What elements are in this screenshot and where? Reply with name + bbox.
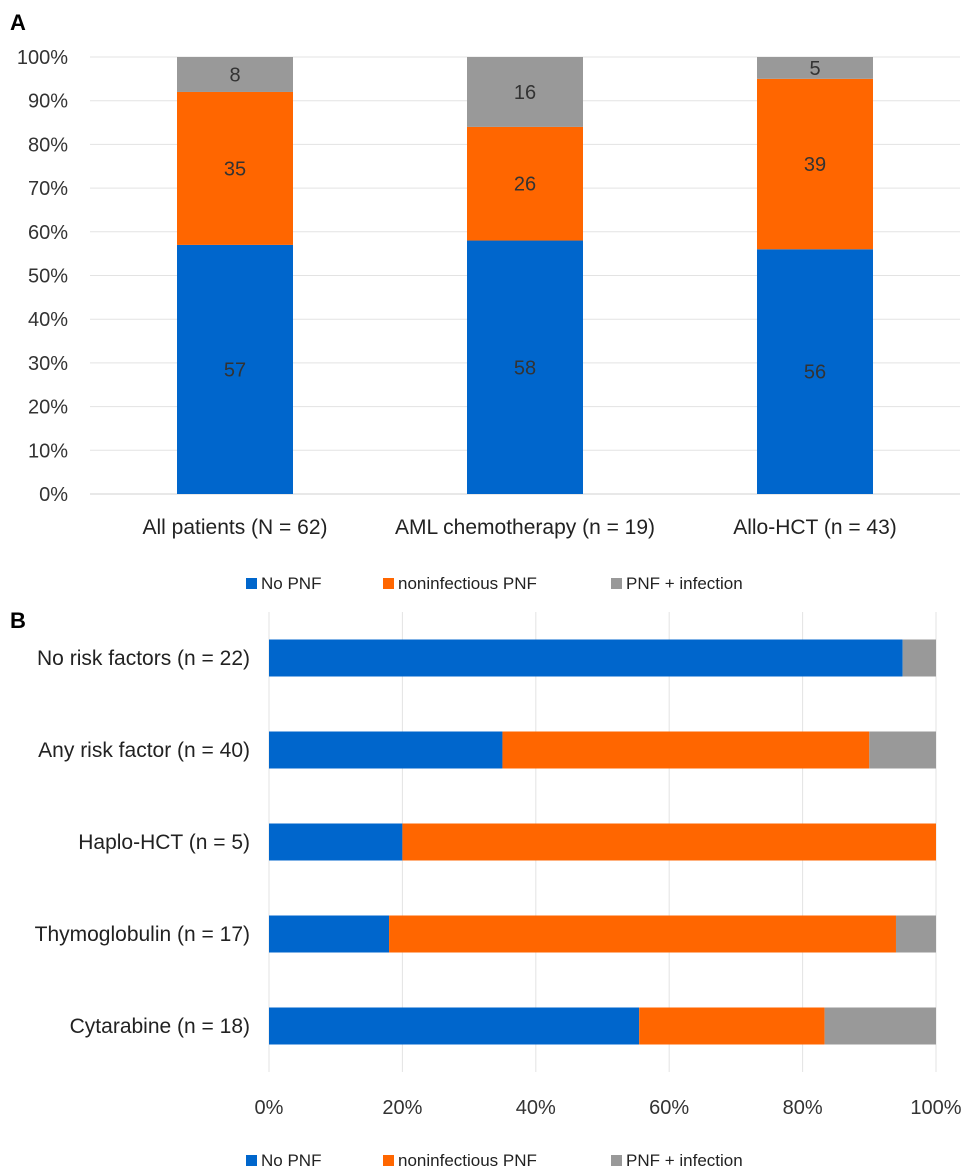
y-category-label-b: Cytarabine (n = 18): [70, 1015, 250, 1038]
legend-label-a-noninfectious-pnf: noninfectious PNF: [398, 574, 537, 593]
bar-b-noninfectious-pnf: [639, 1007, 825, 1045]
bar-b-pnf-infection: [895, 915, 936, 953]
y-tick-label-a: 80%: [28, 134, 68, 156]
legend-swatch-a-noninfectious-pnf: [383, 578, 394, 589]
x-tick-label-b: 80%: [783, 1097, 823, 1119]
panel-b-letter: B: [10, 608, 26, 633]
data-label-a: 26: [514, 174, 536, 196]
data-label-a: 8: [229, 64, 240, 86]
x-category-label-a: All patients (N = 62): [142, 516, 327, 539]
bar-b-noninfectious-pnf: [402, 823, 936, 861]
y-category-label-b: Haplo-HCT (n = 5): [78, 831, 250, 854]
y-tick-label-a: 60%: [28, 222, 68, 244]
panel-a-letter: A: [10, 10, 26, 35]
chart-a: 0% 10% 20% 30% 40% 50% 60% 70% 80% 90% 100% 57 35 8 Al…: [17, 47, 960, 539]
y-tick-label-a: 100%: [17, 47, 68, 69]
bar-b-pnf-infection: [824, 1007, 936, 1045]
bar-a-noninfectious-pnf: [467, 126, 583, 241]
x-tick-label-b: 60%: [649, 1097, 689, 1119]
legend-swatch-a-pnf-infection: [611, 578, 622, 589]
y-tick-label-a: 10%: [28, 440, 68, 462]
bar-b-pnf-infection: [902, 639, 936, 677]
legend-swatch-b-pnf-infection: [611, 1155, 622, 1166]
bar-a-pnf-infection: [757, 57, 873, 79]
legend-swatch-b-no-pnf: [246, 1155, 257, 1166]
data-label-a: 39: [804, 154, 826, 176]
bar-a-no-pnf: [177, 244, 293, 494]
bar-b-no-pnf: [269, 1007, 640, 1045]
data-label-a: 56: [804, 362, 826, 384]
bar-a-noninfectious-pnf: [177, 91, 293, 245]
x-category-label-a: Allo-HCT (n = 43): [733, 516, 897, 539]
bar-a-noninfectious-pnf: [757, 78, 873, 250]
legend-label-b-pnf-infection: PNF + infection: [626, 1151, 743, 1168]
y-tick-label-a: 50%: [28, 266, 68, 288]
data-label-a: 5: [809, 58, 820, 80]
legend-label-a-no-pnf: No PNF: [261, 574, 321, 593]
bar-a-no-pnf: [757, 249, 873, 494]
y-tick-label-a: 30%: [28, 353, 68, 375]
y-tick-label-a: 20%: [28, 397, 68, 419]
chart-b: 0% 20% 40% 60% 80% 100% No risk factors (n = 2…: [35, 612, 962, 1119]
x-tick-label-b: 0%: [255, 1097, 284, 1119]
data-label-a: 35: [224, 158, 246, 180]
bar-b-no-pnf: [269, 915, 390, 953]
bar-b-no-pnf: [269, 639, 903, 677]
legend-b: No PNF noninfectious PNF PNF + infection: [246, 1151, 743, 1168]
y-tick-label-a: 40%: [28, 309, 68, 331]
x-category-label-a: AML chemotherapy (n = 19): [395, 516, 655, 539]
y-tick-label-a: 70%: [28, 178, 68, 200]
data-label-a: 57: [224, 359, 246, 381]
bar-b-no-pnf: [269, 823, 403, 861]
legend-label-a-pnf-infection: PNF + infection: [626, 574, 743, 593]
data-label-a: 58: [514, 357, 536, 379]
legend-label-b-noninfectious-pnf: noninfectious PNF: [398, 1151, 537, 1168]
y-tick-label-a: 0%: [39, 484, 68, 506]
y-category-label-b: Any risk factor (n = 40): [38, 739, 250, 762]
x-tick-label-b: 20%: [382, 1097, 422, 1119]
x-tick-label-b: 100%: [910, 1097, 961, 1119]
bar-a-no-pnf: [467, 240, 583, 494]
y-category-label-b: Thymoglobulin (n = 17): [35, 923, 250, 946]
bar-a-pnf-infection: [467, 57, 583, 127]
bar-a-pnf-infection: [177, 57, 293, 92]
legend-label-b-no-pnf: No PNF: [261, 1151, 321, 1168]
bar-b-no-pnf: [269, 731, 503, 769]
bar-b-noninfectious-pnf: [389, 915, 896, 953]
bar-b-noninfectious-pnf: [502, 731, 870, 769]
y-category-label-b: No risk factors (n = 22): [37, 647, 250, 670]
x-tick-label-b: 40%: [516, 1097, 556, 1119]
data-label-a: 16: [514, 82, 536, 104]
legend-a: No PNF noninfectious PNF PNF + infection: [246, 574, 743, 593]
bar-b-pnf-infection: [869, 731, 936, 769]
legend-swatch-b-noninfectious-pnf: [383, 1155, 394, 1166]
y-tick-label-a: 90%: [28, 91, 68, 113]
legend-swatch-a-no-pnf: [246, 578, 257, 589]
